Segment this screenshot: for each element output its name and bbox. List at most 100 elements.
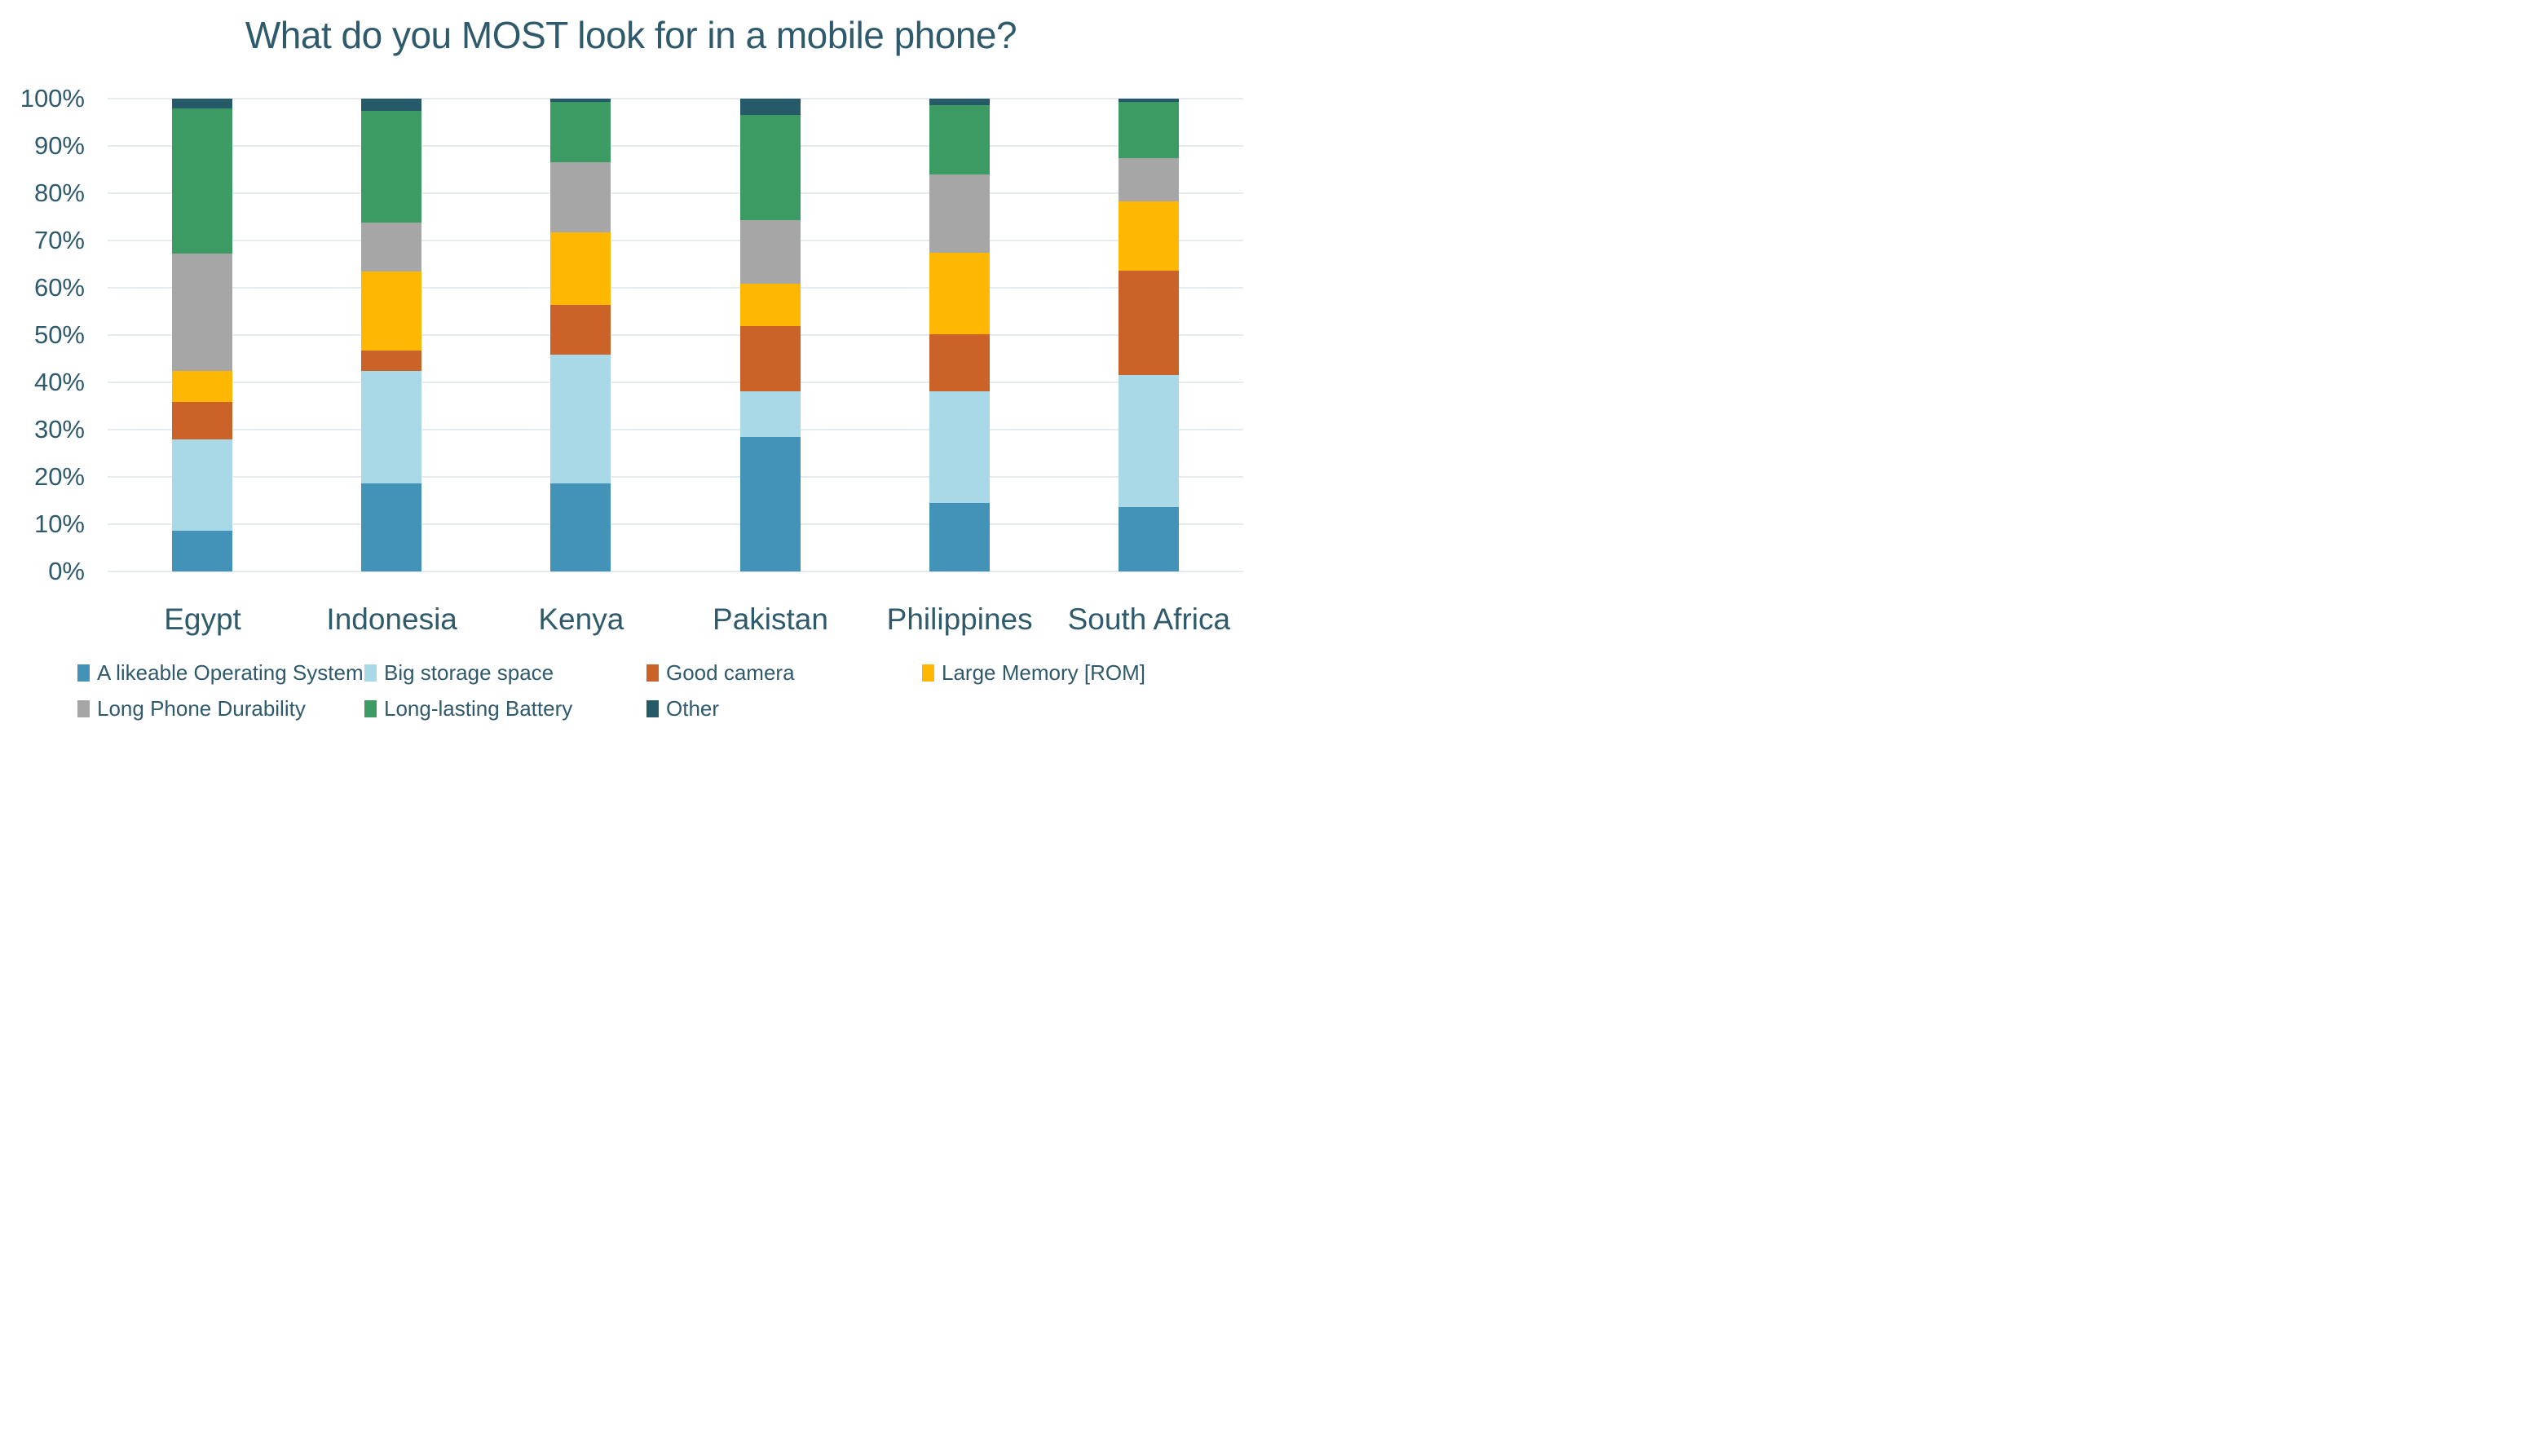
bar-segment	[172, 108, 233, 254]
gridline	[108, 192, 1243, 194]
legend-item: Large Memory [ROM]	[922, 661, 1227, 684]
bar-egypt	[172, 99, 233, 571]
y-tick-label: 50%	[33, 320, 85, 349]
bar-kenya	[550, 99, 611, 571]
bar-segment	[361, 222, 422, 271]
bar-segment	[361, 483, 422, 571]
x-category-label: Pakistan	[713, 602, 828, 636]
legend-swatch	[364, 699, 377, 717]
bar-segment	[929, 99, 990, 106]
bar-segment	[550, 483, 611, 571]
gridline	[108, 523, 1243, 525]
bar-segment	[929, 334, 990, 392]
bar-segment	[1118, 374, 1179, 508]
bar-segment	[739, 391, 801, 438]
plot-area	[108, 98, 1243, 572]
bar-segment	[172, 99, 233, 108]
legend-label: Big storage space	[384, 660, 554, 685]
y-tick-label: 20%	[33, 462, 85, 491]
bar-segment	[361, 99, 422, 111]
x-axis-labels: Egypt Indonesia Kenya Pakistan Philippines So…	[108, 602, 1243, 642]
gridline	[108, 287, 1243, 289]
bar-segment	[361, 271, 422, 351]
legend-swatch	[922, 664, 934, 682]
bar-segment	[172, 439, 233, 532]
x-category-label: South Africa	[1067, 602, 1231, 636]
bar-segment	[929, 502, 990, 571]
gridline	[108, 334, 1243, 336]
legend-item: Other	[646, 697, 922, 720]
legend-item: Big storage space	[364, 661, 646, 684]
y-tick-label: 0%	[48, 557, 85, 585]
gridline	[108, 382, 1243, 383]
y-tick-label: 80%	[33, 179, 85, 207]
bar-south-africa	[1118, 99, 1179, 571]
gridline	[108, 98, 1243, 99]
y-axis: 0% 10% 20% 30% 40% 50% 60% 70% 80% 90% 100%	[0, 86, 85, 584]
y-tick-label: 40%	[33, 368, 85, 396]
legend-label: Good camera	[666, 660, 795, 685]
chart-title: What do you MOST look for in a mobile ph…	[245, 14, 1017, 56]
y-tick-label: 90%	[33, 131, 85, 160]
gridline	[108, 429, 1243, 430]
bar-segment	[739, 220, 801, 285]
legend-label: Long-lasting Battery	[384, 696, 573, 721]
y-tick-label: 60%	[33, 273, 85, 302]
bar-segment	[739, 326, 801, 392]
bar-segment	[1118, 270, 1179, 375]
bar-segment	[172, 253, 233, 371]
bar-segment	[550, 99, 611, 103]
x-category-label: Philippines	[886, 602, 1033, 636]
bar-segment	[929, 391, 990, 503]
bar-segment	[361, 351, 422, 371]
gridline	[108, 240, 1243, 241]
legend-item: Long Phone Durability	[77, 697, 364, 720]
bar-philippines	[929, 99, 990, 571]
gridline	[108, 571, 1243, 572]
bar-segment	[550, 305, 611, 355]
bar-segment	[361, 370, 422, 483]
y-tick-label: 100%	[20, 84, 85, 113]
bar-segment	[739, 99, 801, 115]
legend-row: Long Phone Durability Long-lasting Batter…	[77, 690, 1227, 726]
bar-segment	[929, 105, 990, 174]
bar-segment	[1118, 507, 1179, 571]
bar-segment	[1118, 102, 1179, 159]
legend-label: Other	[666, 696, 720, 721]
chart-canvas: What do you MOST look for in a mobile ph…	[0, 0, 1262, 728]
legend-label: Long Phone Durability	[97, 696, 306, 721]
x-category-label: Egypt	[164, 602, 241, 636]
x-category-label: Kenya	[538, 602, 624, 636]
bar-segment	[172, 401, 233, 439]
bar-indonesia	[361, 99, 422, 571]
legend-swatch	[77, 664, 90, 682]
bar-segment	[929, 252, 990, 335]
bar-segment	[739, 114, 801, 221]
legend: A likeable Operating System Big storage s…	[77, 655, 1227, 726]
bar-segment	[550, 162, 611, 232]
bar-segment	[1118, 99, 1179, 103]
y-tick-label: 70%	[33, 226, 85, 254]
bar-segment	[739, 437, 801, 571]
y-tick-label: 30%	[33, 415, 85, 443]
legend-swatch	[77, 699, 90, 717]
legend-item: Long-lasting Battery	[364, 697, 646, 720]
bar-pakistan	[739, 99, 801, 571]
gridline	[108, 476, 1243, 478]
bar-segment	[550, 102, 611, 163]
bar-segment	[550, 232, 611, 306]
bar-segment	[929, 174, 990, 253]
bar-segment	[172, 531, 233, 571]
x-category-label: Indonesia	[326, 602, 457, 636]
legend-label: A likeable Operating System	[97, 660, 364, 685]
legend-item: Good camera	[646, 661, 922, 684]
bar-segment	[739, 284, 801, 326]
y-tick-label: 10%	[33, 510, 85, 538]
legend-swatch	[364, 664, 377, 682]
legend-item: A likeable Operating System	[77, 661, 364, 684]
bar-segment	[172, 370, 233, 402]
bar-segment	[550, 355, 611, 483]
legend-swatch	[646, 699, 659, 717]
bar-segment	[1118, 201, 1179, 271]
legend-swatch	[646, 664, 659, 682]
